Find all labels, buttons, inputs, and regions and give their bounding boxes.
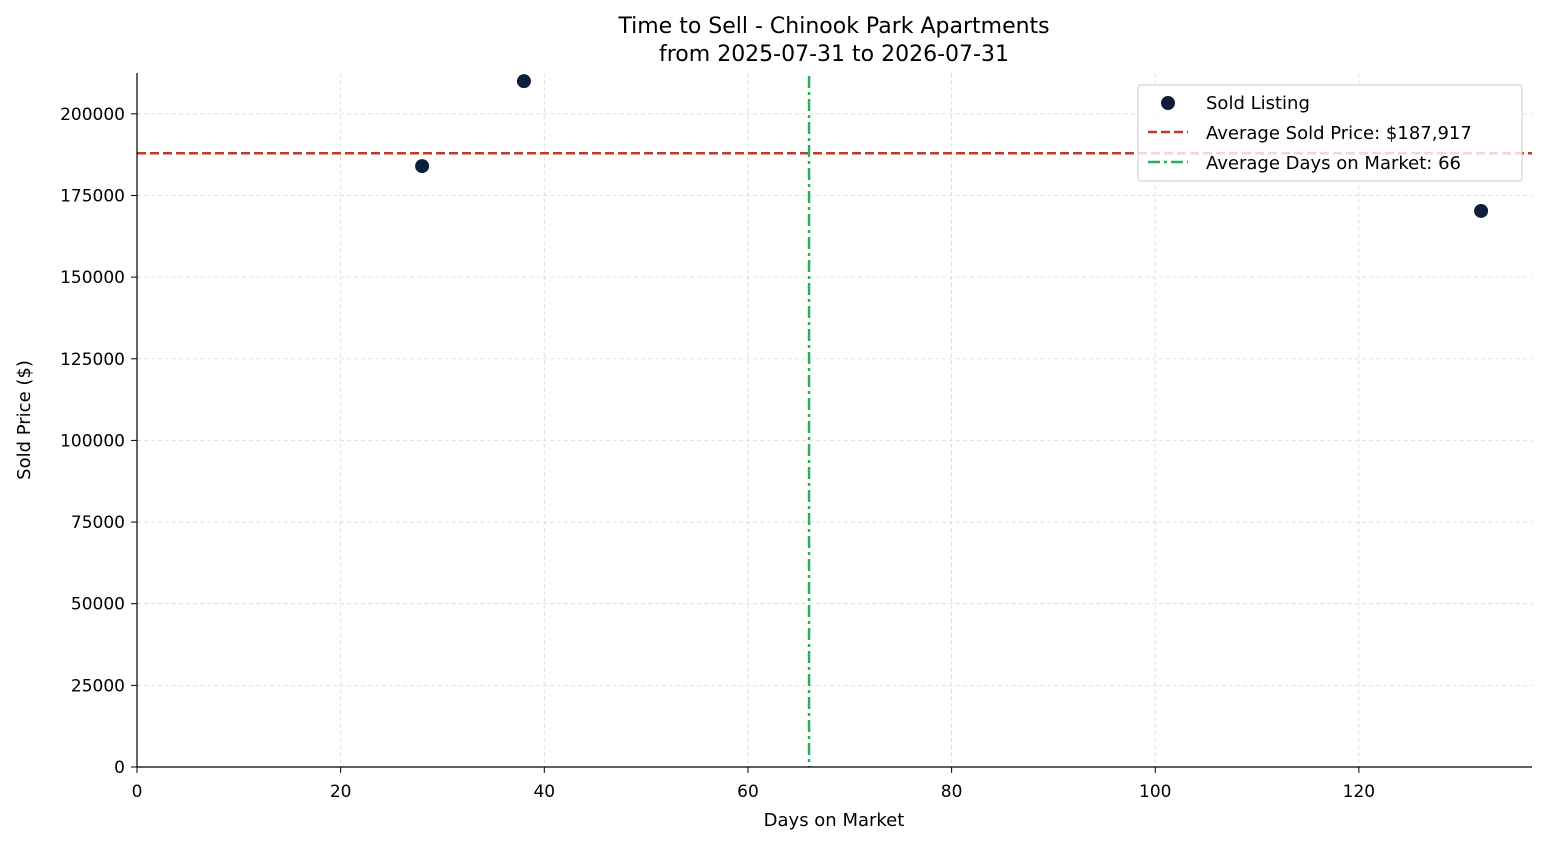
y-tick-label: 100000 xyxy=(60,431,125,451)
legend: Sold Listing Average Sold Price: $187,91… xyxy=(1137,84,1523,182)
data-point xyxy=(1474,203,1489,218)
y-tick-label: 150000 xyxy=(60,268,125,288)
y-tick-label: 125000 xyxy=(60,350,125,370)
legend-label-avg-price: Average Sold Price: $187,917 xyxy=(1206,123,1472,144)
x-axis-label: Days on Market xyxy=(764,810,905,831)
x-tick-label: 120 xyxy=(1343,782,1375,802)
y-tick-label: 25000 xyxy=(71,676,125,696)
axes xyxy=(136,73,1532,768)
grid-lines xyxy=(137,73,1532,767)
x-tick-label: 0 xyxy=(132,782,143,802)
x-tick-label: 80 xyxy=(941,782,963,802)
legend-box xyxy=(1137,84,1523,182)
y-tick-label: 75000 xyxy=(71,513,125,533)
legend-label-sold-listing: Sold Listing xyxy=(1206,93,1310,114)
x-axis-ticks: 0 20 40 60 80 100 120 xyxy=(132,767,1375,802)
y-tick-label: 200000 xyxy=(60,105,125,125)
y-axis-ticks: 0 25000 50000 75000 100000 125000 150000 175000… xyxy=(60,105,137,778)
x-tick-label: 40 xyxy=(533,782,555,802)
y-tick-label: 0 xyxy=(114,758,125,778)
data-point xyxy=(415,159,430,174)
x-tick-label: 60 xyxy=(737,782,759,802)
chart-title: Time to Sell - Chinook Park Apartments xyxy=(617,14,1049,39)
x-tick-label: 20 xyxy=(330,782,352,802)
data-point xyxy=(516,74,531,89)
y-tick-label: 175000 xyxy=(60,186,125,206)
data-points xyxy=(415,74,1489,218)
y-tick-label: 50000 xyxy=(71,595,125,615)
y-axis-label: Sold Price ($) xyxy=(14,360,35,480)
chart-subtitle: from 2025-07-31 to 2026-07-31 xyxy=(659,42,1009,67)
legend-label-avg-days: Average Days on Market: 66 xyxy=(1206,153,1461,174)
x-tick-label: 100 xyxy=(1139,782,1171,802)
legend-marker-sold-listing xyxy=(1161,96,1175,110)
